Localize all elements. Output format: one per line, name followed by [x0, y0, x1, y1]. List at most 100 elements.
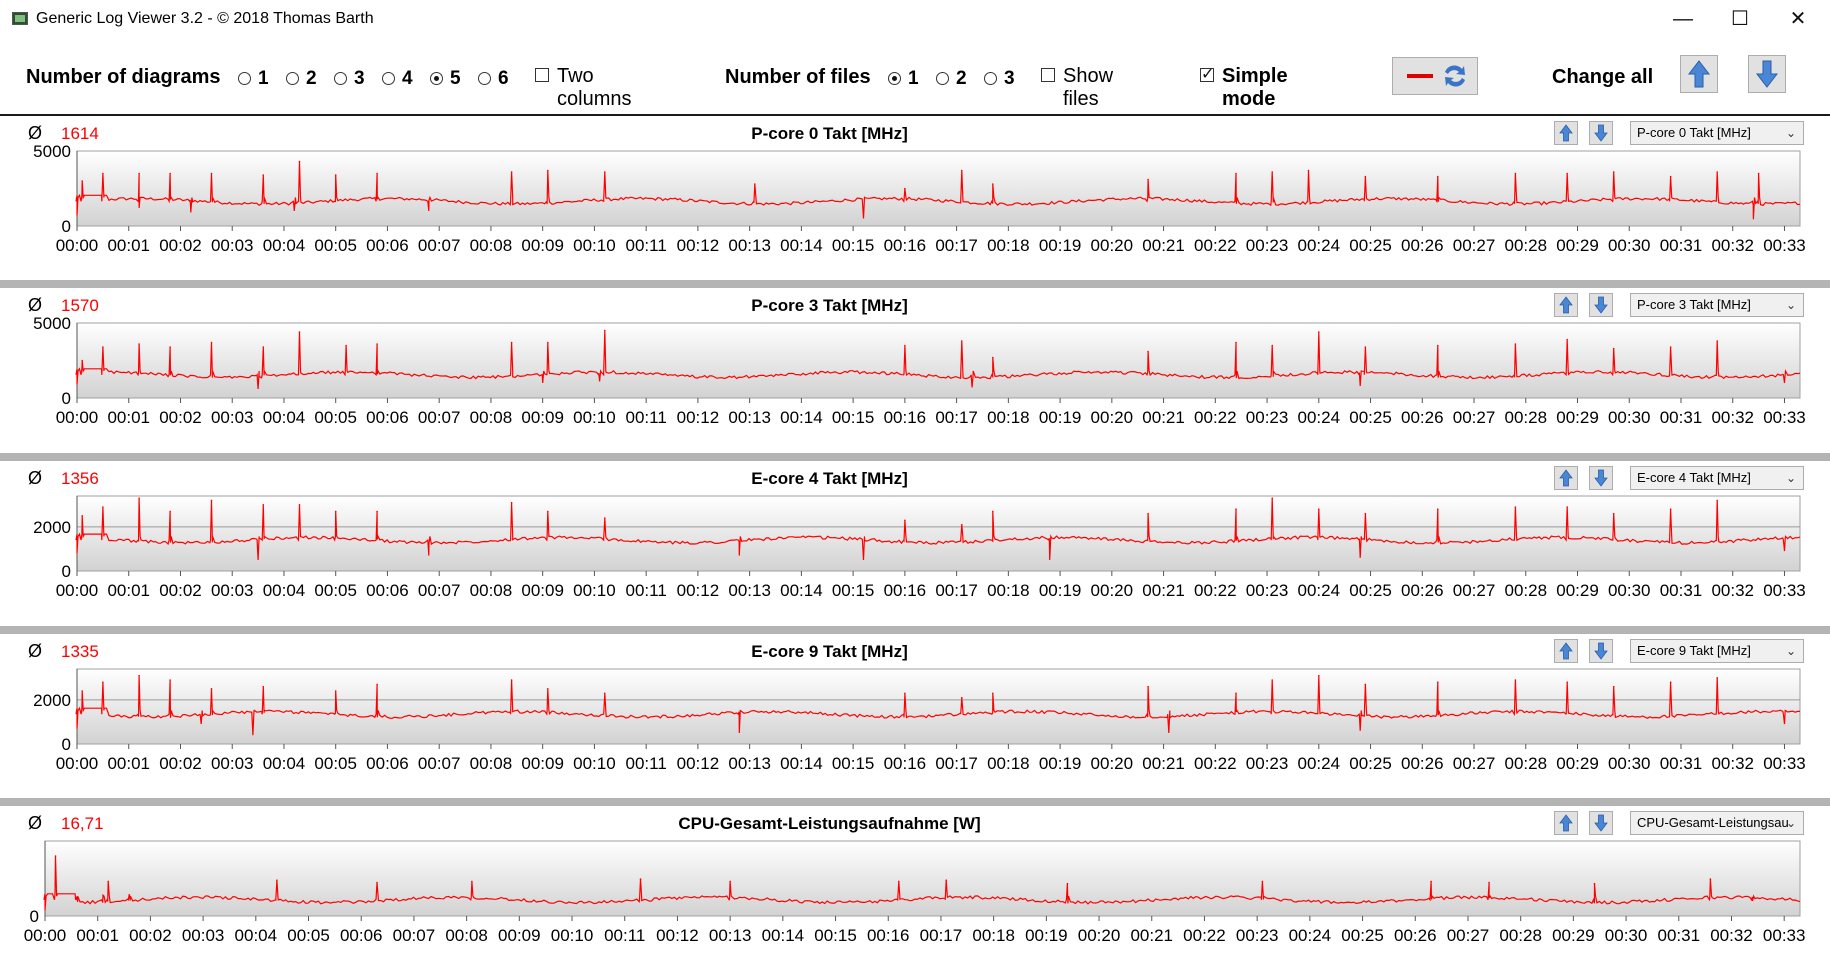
move-up-button[interactable] — [1554, 121, 1578, 145]
x-tick-label: 00:07 — [393, 926, 436, 945]
spike-point — [81, 359, 83, 362]
move-down-button[interactable] — [1589, 811, 1613, 835]
arrow-up-icon — [1559, 642, 1573, 660]
move-up-button[interactable] — [1554, 811, 1578, 835]
x-tick-label: 00:07 — [418, 581, 461, 600]
x-tick-label: 00:00 — [56, 408, 99, 427]
x-tick-label: 00:09 — [521, 408, 564, 427]
panel-separator[interactable] — [0, 798, 1830, 806]
x-tick-label: 00:03 — [182, 926, 225, 945]
x-tick-label: 00:27 — [1453, 408, 1496, 427]
spike-point — [1669, 681, 1672, 684]
x-tick-label: 00:02 — [159, 236, 202, 255]
spike-point — [754, 183, 756, 185]
chevron-down-icon: ⌄ — [1785, 816, 1796, 830]
x-tick-label: 00:08 — [470, 236, 513, 255]
change-all-down-button[interactable] — [1748, 55, 1786, 93]
spike-point — [262, 346, 265, 348]
x-tick-label: 00:12 — [677, 236, 720, 255]
spike-point — [376, 510, 378, 513]
panel-separator[interactable] — [0, 626, 1830, 634]
sensor-select[interactable]: P-core 0 Takt [MHz] ⌄ — [1630, 121, 1804, 145]
x-tick-label: 00:17 — [935, 236, 978, 255]
x-tick-label: 00:20 — [1078, 926, 1121, 945]
sensor-select[interactable]: CPU-Gesamt-Leistungsau ⌄ — [1630, 811, 1804, 835]
x-tick-label: 00:00 — [56, 581, 99, 600]
spike-point — [1612, 512, 1615, 515]
move-up-button[interactable] — [1554, 639, 1578, 663]
x-tick-label: 00:22 — [1183, 926, 1226, 945]
spike-point — [210, 688, 213, 690]
diagram-title: E-core 9 Takt [MHz] — [751, 642, 908, 661]
spike-point — [1437, 681, 1439, 684]
change-all-up-button[interactable] — [1680, 55, 1718, 93]
x-tick-label: 00:24 — [1289, 926, 1332, 945]
spike-point — [102, 172, 104, 175]
x-tick-label: 00:33 — [1763, 581, 1806, 600]
x-tick-label: 00:24 — [1298, 236, 1341, 255]
spike-point — [1612, 171, 1615, 173]
x-tick-label: 00:20 — [1091, 581, 1134, 600]
spike-point — [376, 172, 378, 175]
arrow-up-icon — [1559, 469, 1573, 487]
spike-point — [603, 692, 606, 695]
close-icon[interactable]: ✕ — [1789, 8, 1807, 30]
x-tick-label: 00:32 — [1711, 408, 1754, 427]
x-tick-label: 00:05 — [314, 754, 357, 773]
x-tick-label: 00:09 — [498, 926, 541, 945]
spike-point — [1716, 171, 1719, 173]
x-tick-label: 00:01 — [76, 926, 119, 945]
spike-point — [729, 880, 731, 883]
spike-point — [262, 504, 265, 506]
sensor-select[interactable]: P-core 3 Takt [MHz] ⌄ — [1630, 293, 1804, 317]
panel-separator[interactable] — [0, 453, 1830, 461]
x-tick-label: 00:16 — [884, 236, 927, 255]
x-tick-label: 00:22 — [1194, 408, 1237, 427]
sensor-select[interactable]: E-core 9 Takt [MHz] ⌄ — [1630, 639, 1804, 663]
spike-point — [138, 343, 140, 345]
move-down-button[interactable] — [1589, 639, 1613, 663]
y-tick-label: 0 — [62, 562, 71, 581]
arrow-down-icon — [1755, 60, 1779, 88]
move-down-button[interactable] — [1589, 466, 1613, 490]
spike-point — [1709, 878, 1712, 880]
maximize-icon[interactable]: ☐ — [1731, 8, 1749, 30]
spike-point — [298, 504, 301, 506]
spike-point — [547, 341, 549, 344]
spike-point — [897, 880, 900, 883]
x-tick-label: 00:10 — [573, 754, 616, 773]
x-tick-label: 00:24 — [1298, 754, 1341, 773]
x-tick-label: 00:20 — [1091, 408, 1134, 427]
x-tick-label: 00:32 — [1711, 754, 1754, 773]
x-tick-label: 00:25 — [1349, 581, 1392, 600]
sensor-select[interactable]: E-core 4 Takt [MHz] ⌄ — [1630, 466, 1804, 490]
move-up-button[interactable] — [1554, 466, 1578, 490]
x-tick-label: 00:32 — [1711, 581, 1754, 600]
arrow-down-icon — [1594, 814, 1608, 832]
spike-point — [298, 160, 301, 163]
spike-point — [992, 356, 994, 359]
average-symbol: Ø — [28, 295, 43, 315]
x-tick-label: 00:19 — [1039, 236, 1082, 255]
spike-point — [334, 690, 337, 692]
move-down-button[interactable] — [1589, 293, 1613, 317]
sensor-select-value: P-core 0 Takt [MHz] — [1637, 125, 1751, 140]
x-tick-label: 00:11 — [626, 581, 667, 600]
move-up-button[interactable] — [1554, 293, 1578, 317]
spike-point — [1318, 508, 1320, 511]
reset-line-button[interactable] — [1392, 57, 1478, 95]
diagram-panel-3: 2000 0 00:00 00:01 00:02 00:03 00:04 00:05 00:06… — [0, 461, 1830, 625]
minimize-icon[interactable]: — — [1673, 8, 1693, 30]
spike-point — [1364, 175, 1367, 178]
spike-point — [1566, 681, 1568, 684]
spike-point — [960, 523, 963, 526]
x-tick-label: 00:08 — [470, 754, 513, 773]
chevron-down-icon: ⌄ — [1785, 644, 1796, 658]
spike-point — [1514, 679, 1517, 681]
spike-point — [603, 517, 606, 519]
x-tick-label: 00:20 — [1091, 236, 1134, 255]
chart-1: 5000 000:00 00:01 00:02 00:03 00:04 00:05 00:06… — [33, 142, 1806, 255]
move-down-button[interactable] — [1589, 121, 1613, 145]
x-tick-label: 00:01 — [107, 408, 150, 427]
panel-separator[interactable] — [0, 280, 1830, 288]
